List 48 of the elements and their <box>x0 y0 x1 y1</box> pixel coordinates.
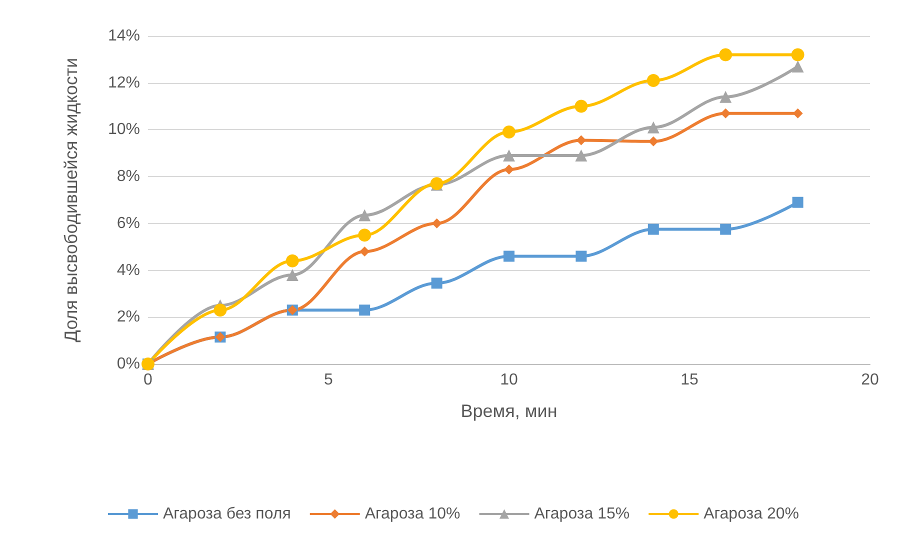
point <box>502 126 516 139</box>
point <box>720 108 731 118</box>
y-tick-label: 0% <box>116 356 140 372</box>
point <box>504 164 514 175</box>
point <box>792 196 804 208</box>
legend-label: Агароза 10% <box>364 506 460 522</box>
point <box>791 48 804 62</box>
y-tick-label: 8% <box>116 168 140 186</box>
y-tick-label: 6% <box>116 214 140 232</box>
point <box>286 268 298 281</box>
point <box>358 228 372 242</box>
point <box>648 224 659 235</box>
point <box>432 218 442 228</box>
point <box>359 304 370 316</box>
point <box>574 100 588 113</box>
point <box>646 74 660 88</box>
y-tick-label: 4% <box>116 262 140 279</box>
legend-label: Агароза 20% <box>704 506 799 522</box>
x-tick-label: 5 <box>324 372 334 388</box>
point <box>720 224 732 235</box>
y-tick-label: 10% <box>108 121 140 138</box>
point <box>286 254 299 268</box>
point <box>720 90 732 103</box>
point <box>576 250 587 262</box>
point <box>576 135 586 146</box>
point <box>792 60 804 72</box>
x-tick-label: 0 <box>144 372 153 388</box>
point <box>431 278 442 289</box>
point <box>360 246 370 257</box>
point <box>575 149 588 162</box>
y-tick-label: 14% <box>108 28 140 44</box>
x-tick-label: 20 <box>861 372 879 388</box>
point <box>504 250 514 262</box>
point <box>503 149 515 162</box>
x-tick-label: 10 <box>500 372 518 388</box>
point <box>648 136 658 146</box>
point <box>792 108 803 118</box>
y-tick-label: 2% <box>116 308 140 326</box>
x-axis-title: Время, мин <box>460 401 558 421</box>
y-axis-title: Доля высвободившейся жидкости <box>61 58 81 342</box>
point <box>719 48 732 62</box>
x-tick-label: 15 <box>680 372 698 388</box>
y-tick-label: 12% <box>108 74 140 92</box>
legend-label: Агароза 15% <box>534 506 630 522</box>
legend-label: Агароза без поля <box>163 506 291 522</box>
point <box>647 121 660 134</box>
point <box>214 304 227 317</box>
point <box>358 209 371 222</box>
